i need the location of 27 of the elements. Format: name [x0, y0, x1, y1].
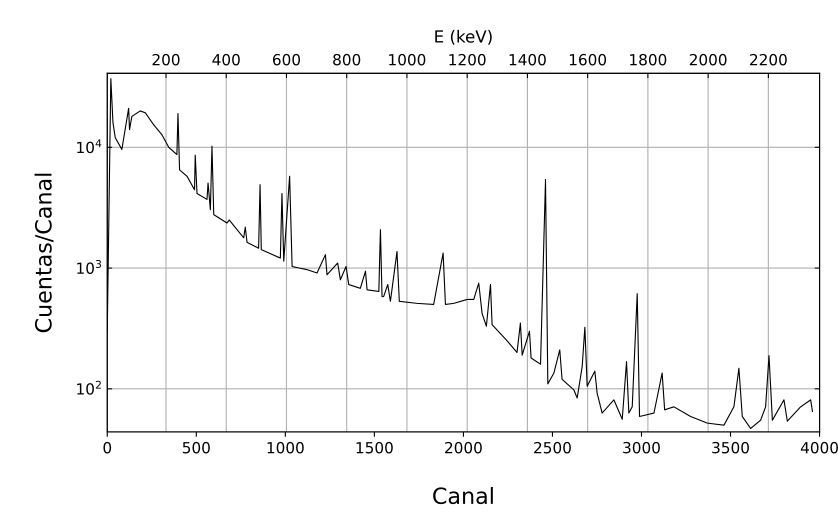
x2-tick-label: 1200: [449, 54, 486, 66]
x2-tick-label: 1800: [630, 54, 666, 66]
x2-tick-label: 1600: [570, 54, 606, 66]
x-tick-label: 500: [182, 442, 210, 454]
line-series: [107, 78, 813, 429]
x-tick-label: 3000: [623, 442, 660, 454]
x2-tick-label: 200: [152, 54, 180, 66]
x-tick-label: 2500: [534, 442, 571, 454]
x2-tick-label: 800: [333, 54, 360, 66]
x-tick-label: 3500: [712, 442, 749, 454]
x2-tick-label: 1000: [389, 54, 426, 66]
x2-tick-label: 2200: [750, 54, 787, 66]
x-tick-label: 2000: [445, 442, 482, 454]
x2-tick-label: 400: [212, 54, 240, 66]
y-tick-label: 10$^{3}$: [77, 260, 102, 274]
x-axis-title: Canal: [433, 486, 493, 504]
x-tick-label: 0: [103, 442, 112, 454]
x2-tick-label: 600: [272, 54, 300, 66]
x2-tick-label: 2000: [690, 54, 727, 66]
x-tick-label: 1000: [268, 442, 304, 454]
x-tick-label: 1500: [356, 442, 393, 454]
x2-axis-title: E (keV): [435, 30, 492, 45]
y-axis-title: Cuentas/Canal: [34, 174, 54, 332]
x2-tick-label: 1400: [510, 54, 546, 66]
x-tick-label: 4000: [800, 442, 838, 454]
y-tick-label: 10$^{4}$: [77, 139, 102, 154]
y-tick-label: 10$^{2}$: [77, 380, 101, 395]
